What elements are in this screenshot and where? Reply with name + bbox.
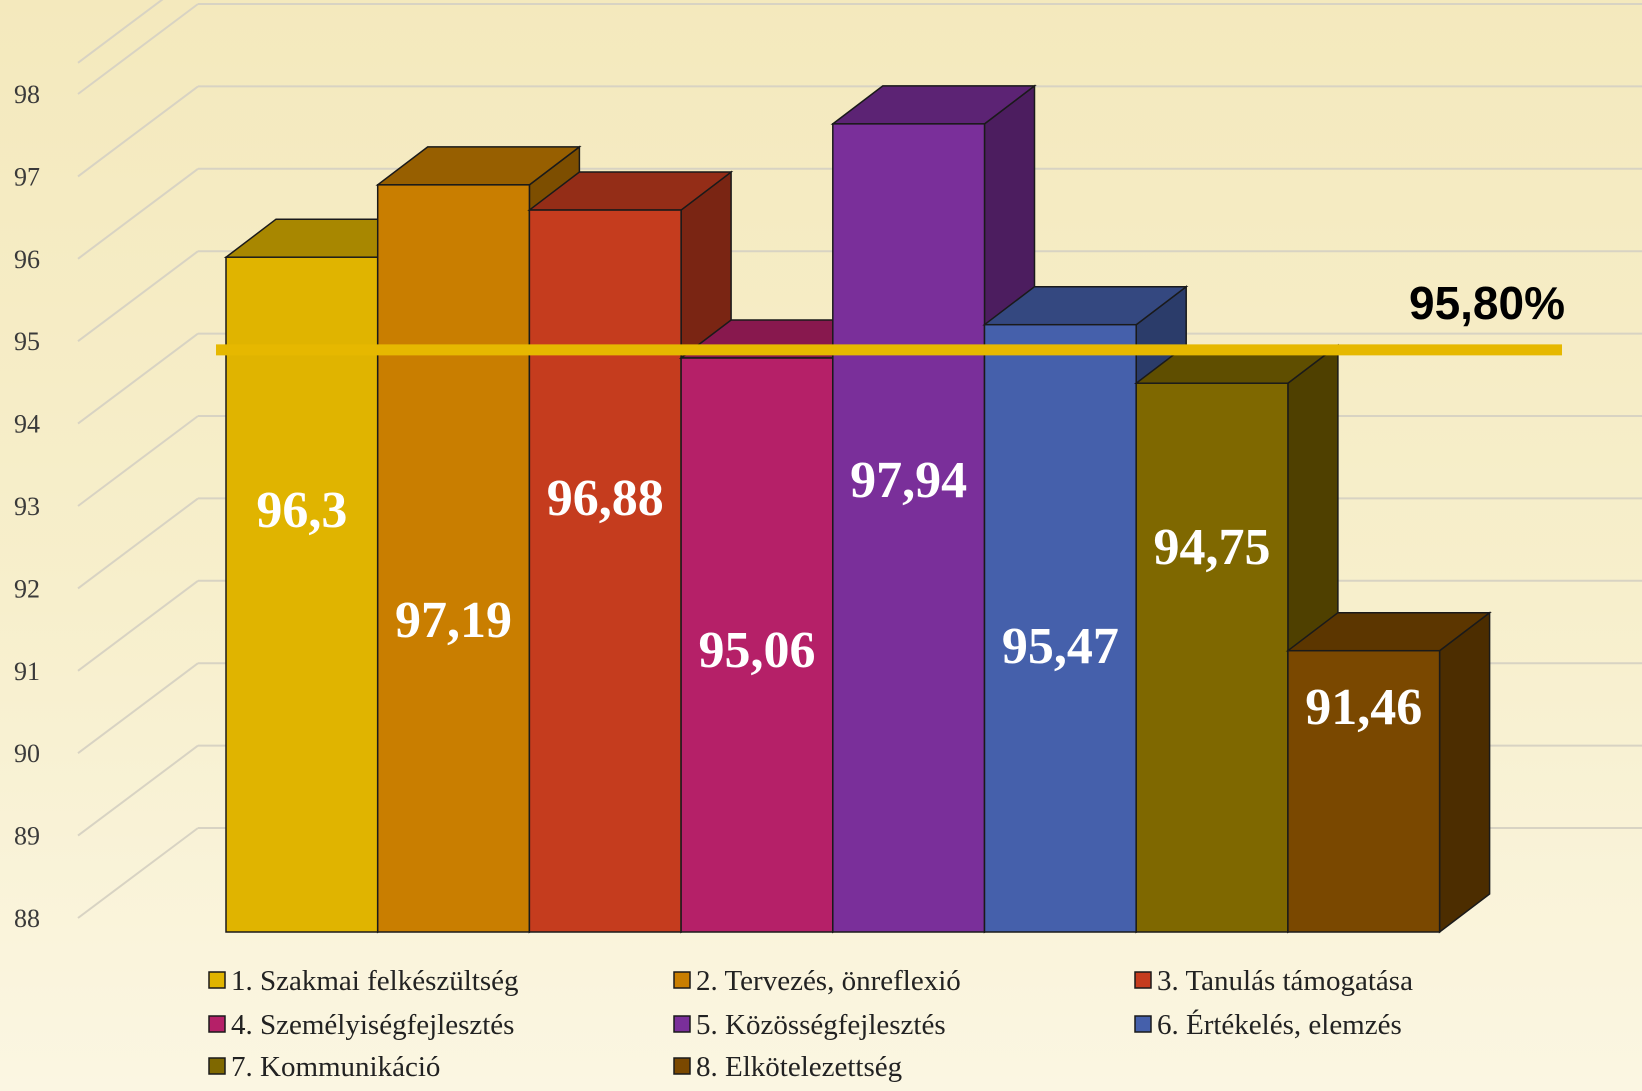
legend-label: 1. Szakmai felkészültség [231,965,519,997]
legend-item: 2. Tervezés, önreflexió [673,965,961,997]
legend-item: 7. Kommunikáció [208,1051,440,1083]
y-tick-label: 91 [14,657,40,686]
bar-front-face [376,184,531,933]
y-tick-label: 90 [14,739,40,768]
legend-swatch [673,1057,691,1075]
data-label: 94,75 [1154,519,1271,576]
y-tick-label: 96 [14,245,40,274]
legend-item: 1. Szakmai felkészültség [208,965,519,997]
bar-front-face [1135,382,1289,933]
legend-swatch [673,1015,691,1033]
legend-swatch [208,1015,226,1033]
gridline-depth [77,415,199,507]
legend-item: 5. Közösségfejlesztés [673,1009,946,1041]
legend-swatch [208,971,226,989]
data-label: 97,94 [850,452,967,509]
bar-front-face [528,209,682,933]
data-label: 91,46 [1305,679,1422,736]
legend-label: 4. Személyiségfejlesztés [231,1009,514,1041]
gridline-depth [77,85,199,178]
gridline-depth [77,744,199,837]
y-axis-tick-labels: 88 89 90 91 92 93 94 95 96 97 98 [14,80,40,933]
bar [1285,611,1492,934]
y-tick-label: 98 [14,80,40,109]
data-label: 96,3 [256,482,347,539]
legend-label: 5. Közösségfejlesztés [696,1009,946,1041]
legend-item: 3. Tanulás támogatása [1134,965,1413,997]
bar-series [223,84,1492,934]
bar-side-face [1438,611,1491,934]
legend: 1. Szakmai felkészültség 2. Tervezés, önr… [208,965,1413,1083]
gridline-depth [77,827,199,919]
y-tick-label: 89 [14,822,40,851]
legend-swatch [673,971,691,989]
bar-front-face [680,357,834,933]
bar-front-face [225,256,379,933]
gridline-depth [77,3,199,95]
y-tick-label: 97 [14,162,40,191]
gridline-depth [77,662,199,755]
legend-label: 6. Értékelés, elemzés [1157,1008,1402,1041]
bar-front-face [983,323,1137,933]
gridline-depth [77,168,199,260]
y-tick-label: 93 [14,492,40,521]
gridline-depth [77,0,164,64]
y-tick-label: 88 [14,904,40,933]
legend-item: 6. Értékelés, elemzés [1134,1008,1402,1041]
legend-item: 4. Személyiségfejlesztés [208,1009,514,1041]
gridline-depth [77,250,199,343]
y-tick-label: 92 [14,574,40,603]
bar-front-face [1287,649,1441,933]
legend-label: 8. Elkötelezettség [696,1051,902,1083]
y-tick-label: 94 [14,410,40,439]
reference-line-label: 95,80% [1409,277,1565,329]
bar [830,84,1037,934]
legend-swatch [1134,1015,1152,1033]
bar-front-face [832,123,986,933]
legend-swatch [208,1057,226,1075]
y-tick-label: 95 [14,327,40,356]
legend-label: 2. Tervezés, önreflexió [696,965,961,997]
legend-swatch [1134,971,1152,989]
gridline-depth [77,579,199,672]
data-label: 96,88 [547,470,664,527]
legend-label: 7. Kommunikáció [231,1051,440,1083]
legend-label: 3. Tanulás támogatása [1157,965,1413,997]
data-label: 95,06 [698,622,815,679]
data-label: 95,47 [1002,618,1119,675]
legend-item: 8. Elkötelezettség [673,1051,902,1083]
gridline-depth [77,497,199,590]
data-label: 97,19 [395,592,512,649]
gridline-depth [77,332,199,425]
reference-line-group: 95,80% 96,3 97,19 96,88 95,06 97,94 95,47 94,75… [216,277,1565,736]
